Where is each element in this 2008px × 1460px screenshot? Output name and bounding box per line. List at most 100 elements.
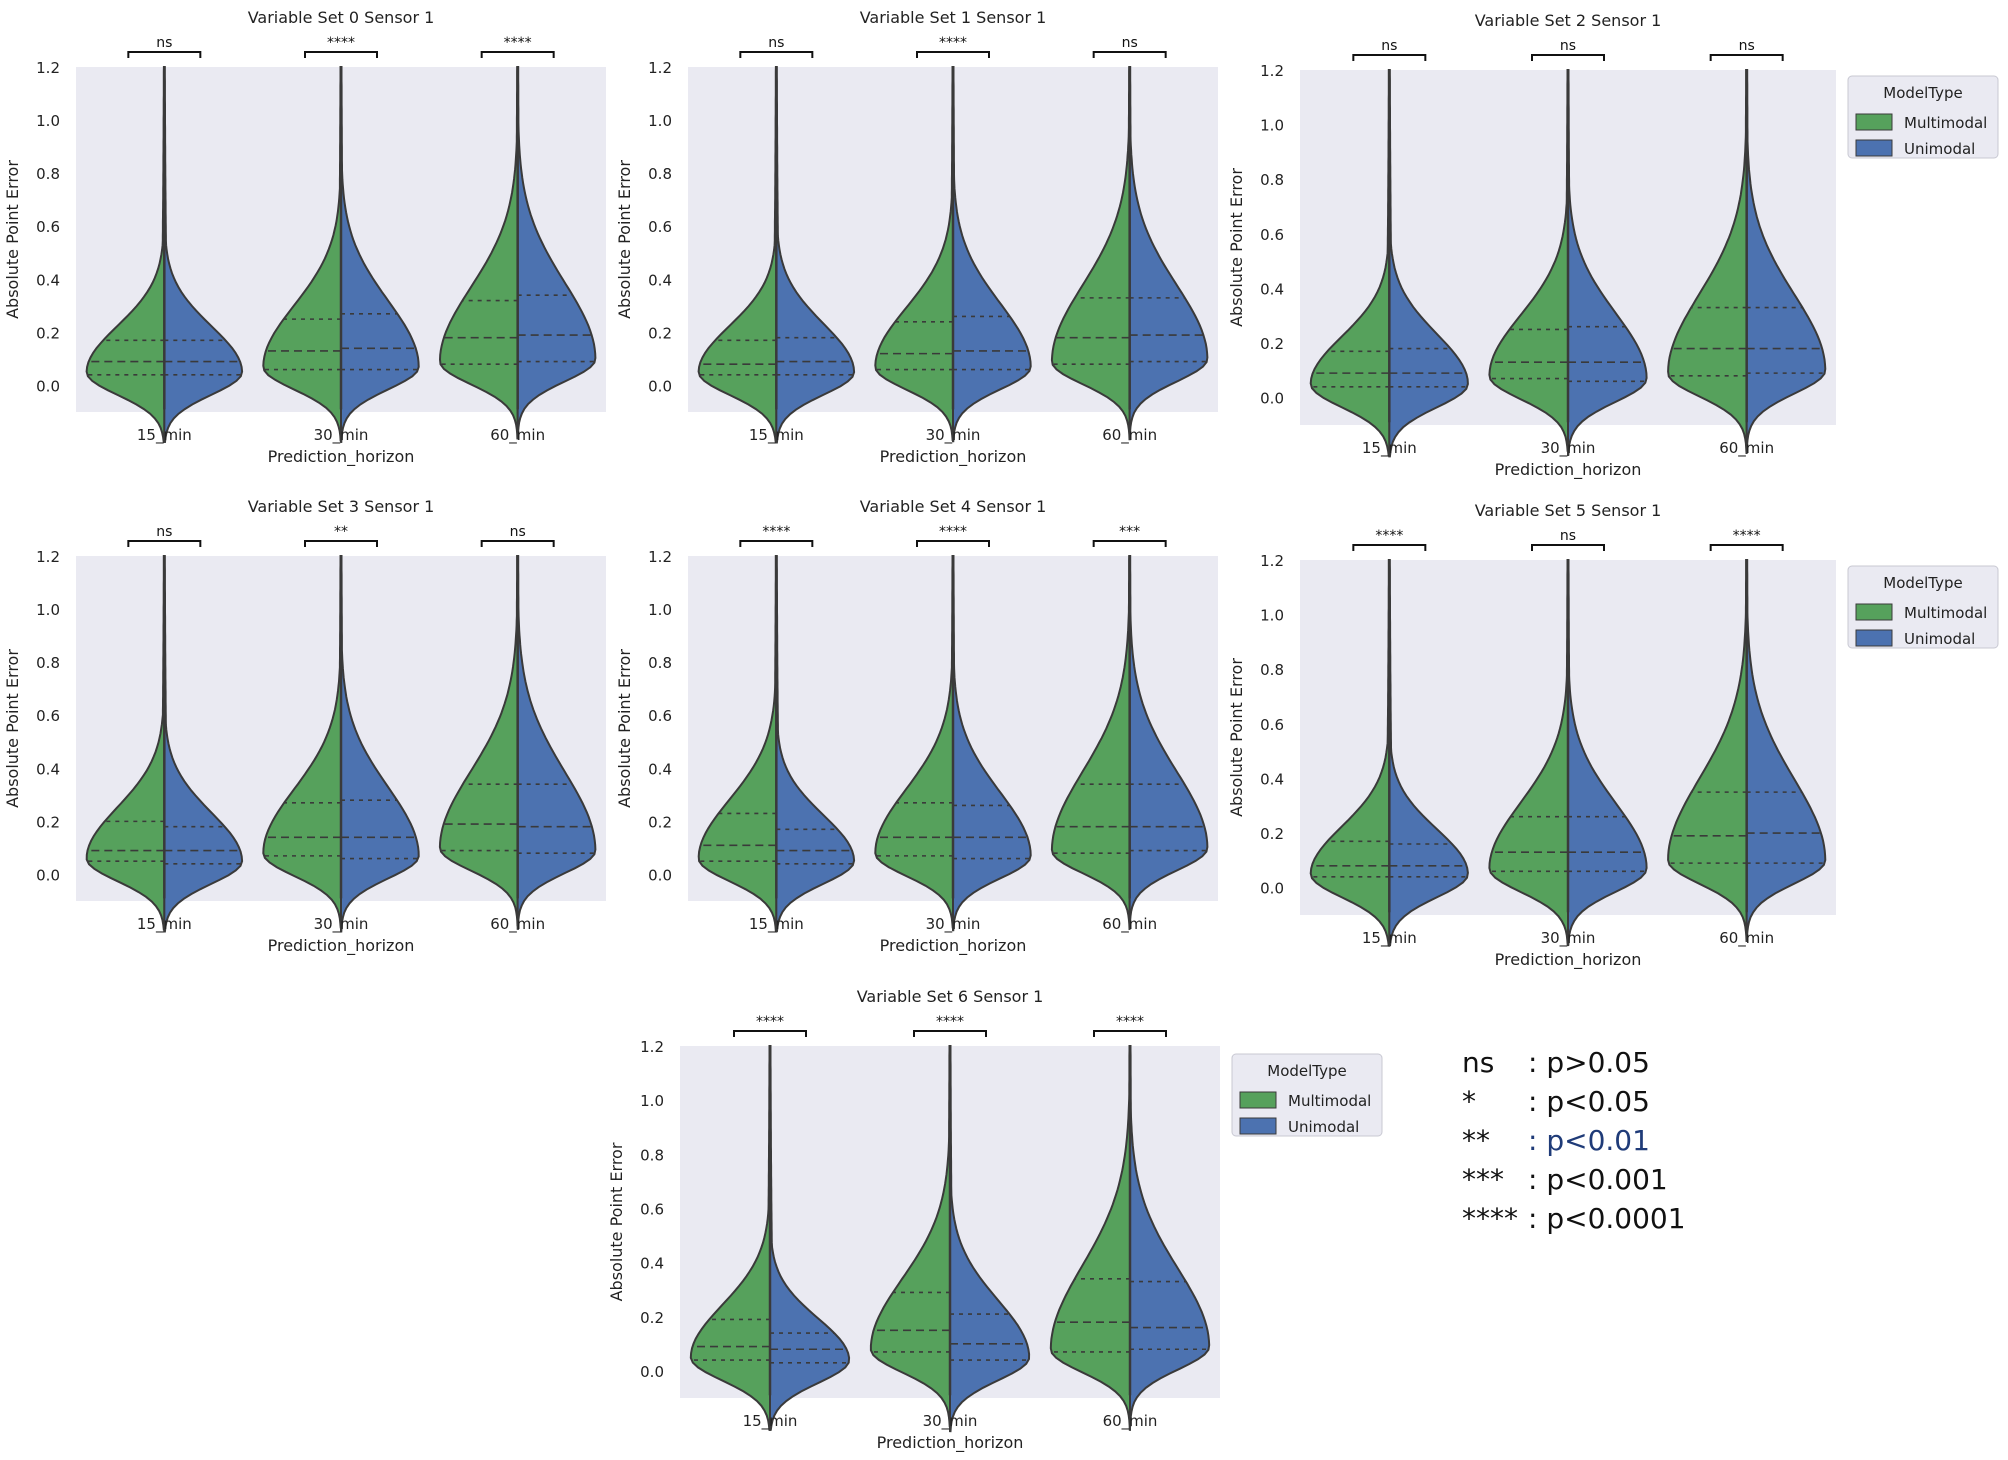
significance-label: ****: [939, 35, 967, 51]
y-tick-label: 1.0: [1260, 607, 1284, 625]
x-axis-label: Prediction_horizon: [1495, 460, 1642, 480]
key-meaning: : p<0.001: [1528, 1163, 1668, 1196]
significance-label: ****: [1375, 528, 1403, 544]
y-tick-label: 0.0: [648, 866, 672, 884]
legend-swatch-multimodal: [1855, 603, 1893, 621]
legend-title: ModelType: [1883, 84, 1963, 102]
significance-label: ****: [327, 35, 355, 51]
significance-label: ****: [939, 524, 967, 540]
y-tick-label: 0.4: [640, 1255, 664, 1273]
violin-30_min: [1488, 559, 1648, 947]
legend-swatch-multimodal: [1239, 1091, 1277, 1109]
significance-label: ns: [156, 524, 172, 540]
key-meaning: : p>0.05: [1528, 1046, 1650, 1079]
y-tick-label: 0.4: [648, 271, 672, 289]
y-tick-label: 0.2: [648, 813, 672, 831]
y-tick-label: 0.4: [1260, 280, 1284, 298]
significance-bracket: [1092, 51, 1167, 58]
violin-30_min: [869, 1045, 1031, 1433]
y-tick-label: 0.6: [1260, 716, 1284, 734]
chart-title: Variable Set 1 Sensor 1: [860, 8, 1047, 27]
legend-swatch-unimodal: [1239, 1117, 1277, 1135]
x-tick-label: 60_min: [1102, 426, 1157, 445]
violin-15_min: [697, 66, 856, 444]
y-tick-label: 1.2: [36, 548, 60, 566]
significance-label: ****: [756, 1014, 784, 1030]
violin-15_min: [1309, 69, 1469, 458]
legend-swatch-unimodal: [1855, 139, 1893, 157]
legend-entry-label: Unimodal: [1288, 1118, 1359, 1136]
significance-bracket: [1709, 544, 1784, 551]
violin-30_min: [262, 555, 420, 933]
significance-bracket: [916, 540, 990, 547]
significance-bracket: [1352, 544, 1427, 551]
x-tick-label: 30_min: [314, 426, 369, 445]
legend-box: [1231, 1053, 1383, 1137]
x-tick-label: 30_min: [926, 915, 981, 934]
y-tick-label: 0.4: [36, 271, 60, 289]
violin-15_min: [1309, 559, 1469, 947]
significance-bracket: [127, 51, 202, 58]
key-symbol: *: [1462, 1085, 1476, 1118]
significance-bracket: [916, 51, 990, 58]
x-tick-label: 15_min: [743, 1412, 798, 1431]
key-symbol: ***: [1462, 1163, 1504, 1196]
y-tick-label: 0.0: [1260, 390, 1284, 408]
significance-bracket: [913, 1030, 987, 1037]
x-tick-label: 60_min: [1719, 929, 1774, 948]
legend-entry-label: Unimodal: [1904, 630, 1975, 648]
legend: ModelType Multimodal Unimodal: [1847, 565, 1999, 649]
y-tick-label: 0.2: [1260, 825, 1284, 843]
y-tick-label: 1.2: [640, 1038, 664, 1056]
significance-label: ****: [1116, 1014, 1144, 1030]
y-tick-label: 0.2: [648, 324, 672, 342]
y-tick-label: 0.0: [36, 866, 60, 884]
significance-bracket: [1093, 1030, 1167, 1037]
y-tick-label: 0.8: [36, 654, 60, 672]
y-tick-label: 1.0: [36, 601, 60, 619]
y-tick-label: 0.6: [1260, 226, 1284, 244]
legend-box: [1847, 565, 1999, 649]
significance-bracket: [1092, 540, 1167, 547]
y-tick-label: 0.2: [36, 324, 60, 342]
chart-title: Variable Set 6 Sensor 1: [857, 987, 1044, 1006]
violin-30_min: [1488, 69, 1648, 457]
violin-15_min: [85, 66, 244, 443]
y-tick-label: 0.4: [648, 760, 672, 778]
x-axis-label: Prediction_horizon: [880, 936, 1027, 956]
legend: ModelType Multimodal Unimodal: [1847, 75, 1999, 159]
y-axis-label: Absolute Point Error: [615, 160, 634, 319]
significance-label: ****: [762, 524, 790, 540]
significance-bracket: [127, 540, 202, 547]
chart-title: Variable Set 5 Sensor 1: [1475, 501, 1662, 520]
key-meaning: : p<0.05: [1528, 1085, 1650, 1118]
x-axis-label: Prediction_horizon: [877, 1433, 1024, 1453]
violin-30_min: [874, 66, 1032, 443]
x-tick-label: 60_min: [1102, 915, 1157, 934]
violin-15_min: [697, 555, 856, 933]
x-axis-label: Prediction_horizon: [1495, 950, 1642, 970]
y-axis-label: Absolute Point Error: [1227, 658, 1246, 817]
x-axis-label: Prediction_horizon: [880, 447, 1027, 467]
legend-swatch-unimodal: [1855, 629, 1893, 647]
x-tick-label: 15_min: [749, 426, 804, 445]
chart-title: Variable Set 3 Sensor 1: [248, 497, 435, 516]
y-tick-label: 0.0: [648, 377, 672, 395]
chart-title: Variable Set 4 Sensor 1: [860, 497, 1047, 516]
violin-30_min: [874, 555, 1032, 932]
significance-bracket: [304, 540, 378, 547]
key-symbol: ****: [1462, 1202, 1518, 1235]
y-tick-label: 0.4: [36, 760, 60, 778]
y-tick-label: 0.6: [648, 707, 672, 725]
significance-label: **: [334, 524, 348, 540]
y-tick-label: 0.0: [1260, 880, 1284, 898]
y-tick-label: 0.0: [36, 377, 60, 395]
chart-title: Variable Set 2 Sensor 1: [1475, 11, 1662, 30]
x-tick-label: 60_min: [1719, 439, 1774, 458]
y-tick-label: 1.2: [1260, 552, 1284, 570]
x-tick-label: 15_min: [749, 915, 804, 934]
significance-label: ns: [1560, 528, 1576, 544]
key-symbol: **: [1462, 1124, 1490, 1157]
y-tick-label: 0.8: [36, 165, 60, 183]
